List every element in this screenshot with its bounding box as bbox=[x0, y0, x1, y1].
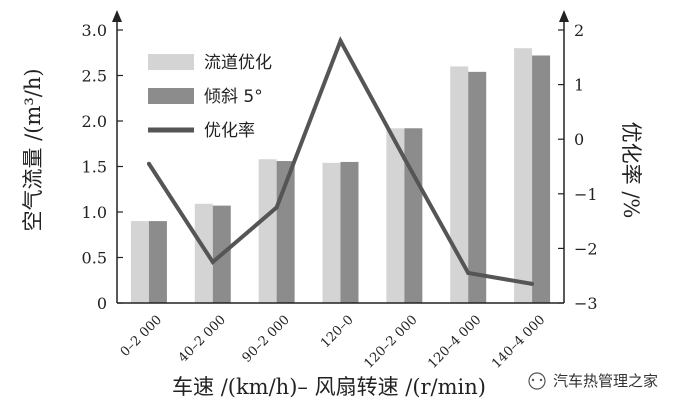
y-axis-right-label: 优化率 /% bbox=[619, 122, 643, 219]
x-tick-label-2: 90–2 000 bbox=[240, 313, 293, 366]
bar-runner-optimized-4 bbox=[386, 128, 405, 303]
bar-runner-optimized-6 bbox=[514, 48, 533, 304]
line-point-1 bbox=[210, 260, 215, 265]
x-tick-label-0: 0–2 000 bbox=[118, 313, 165, 360]
legend-swatch-0 bbox=[148, 54, 194, 70]
y-left-tick-label-2: 1.0 bbox=[82, 203, 107, 222]
y-left-tick-label-3: 1.5 bbox=[82, 158, 107, 177]
legend-label-0: 流道优化 bbox=[204, 53, 272, 73]
y-axis-left-arrow bbox=[112, 10, 122, 22]
bar-tilt-5deg-5 bbox=[468, 71, 487, 303]
watermark-text: 汽车热管理之家 bbox=[553, 372, 658, 390]
line-point-5 bbox=[466, 270, 471, 275]
y-left-tick-label-4: 2.0 bbox=[82, 112, 107, 131]
bar-runner-optimized-5 bbox=[450, 66, 469, 304]
wechat-icon bbox=[528, 372, 546, 390]
y-right-tick-label-2: −1 bbox=[574, 185, 598, 204]
y-axis-left-label: 空气流量 /(m³/h) bbox=[21, 68, 45, 231]
line-point-3 bbox=[338, 38, 343, 43]
bars-group bbox=[130, 48, 551, 304]
x-axis-label: 车速 /(km/h)– 风扇转速 /(r/min) bbox=[172, 375, 486, 399]
watermark: 汽车热管理之家 bbox=[528, 372, 658, 390]
bar-tilt-5deg-0 bbox=[148, 221, 167, 303]
wechat-eye-left bbox=[531, 378, 535, 382]
line-group bbox=[146, 36, 535, 286]
line-point-6 bbox=[530, 281, 535, 286]
y-right-tick-label-5: 2 bbox=[574, 21, 584, 40]
y-left-tick-label-0: 0 bbox=[97, 294, 107, 313]
line-point-0 bbox=[146, 161, 151, 166]
x-tick-label-3: 120–0 bbox=[318, 313, 357, 352]
y-left-tick-label-1: 0.5 bbox=[82, 249, 107, 268]
line-point-4 bbox=[402, 156, 407, 161]
legend-label-2: 优化率 bbox=[204, 121, 255, 141]
bar-runner-optimized-2 bbox=[258, 159, 277, 303]
bar-tilt-5deg-3 bbox=[340, 161, 359, 303]
x-tick-label-6: 140–4 000 bbox=[489, 313, 548, 372]
bar-tilt-5deg-6 bbox=[532, 55, 551, 304]
y-right-tick-label-0: −3 bbox=[574, 294, 598, 313]
y-right-tick-label-4: 1 bbox=[574, 76, 584, 95]
bar-runner-optimized-1 bbox=[194, 203, 213, 303]
x-tick-label-1: 40–2 000 bbox=[176, 313, 229, 366]
y-left-tick-label-6: 3.0 bbox=[82, 21, 107, 40]
bar-tilt-5deg-4 bbox=[404, 128, 423, 303]
x-tick-label-5: 120–4 000 bbox=[425, 313, 484, 372]
bar-runner-optimized-3 bbox=[322, 162, 341, 303]
line-point-2 bbox=[274, 205, 279, 210]
y-right-tick-label-1: −2 bbox=[574, 239, 598, 258]
bar-runner-optimized-0 bbox=[130, 221, 149, 303]
legend-label-1: 倾斜 5° bbox=[204, 87, 263, 107]
y-right-tick-label-3: 0 bbox=[574, 130, 584, 149]
y-left-tick-label-5: 2.5 bbox=[82, 67, 107, 86]
legend-swatch-1 bbox=[148, 88, 194, 104]
y-axis-right-arrow bbox=[559, 10, 569, 22]
x-tick-label-4: 120–2 000 bbox=[361, 313, 420, 372]
wechat-eye-right bbox=[539, 378, 543, 382]
